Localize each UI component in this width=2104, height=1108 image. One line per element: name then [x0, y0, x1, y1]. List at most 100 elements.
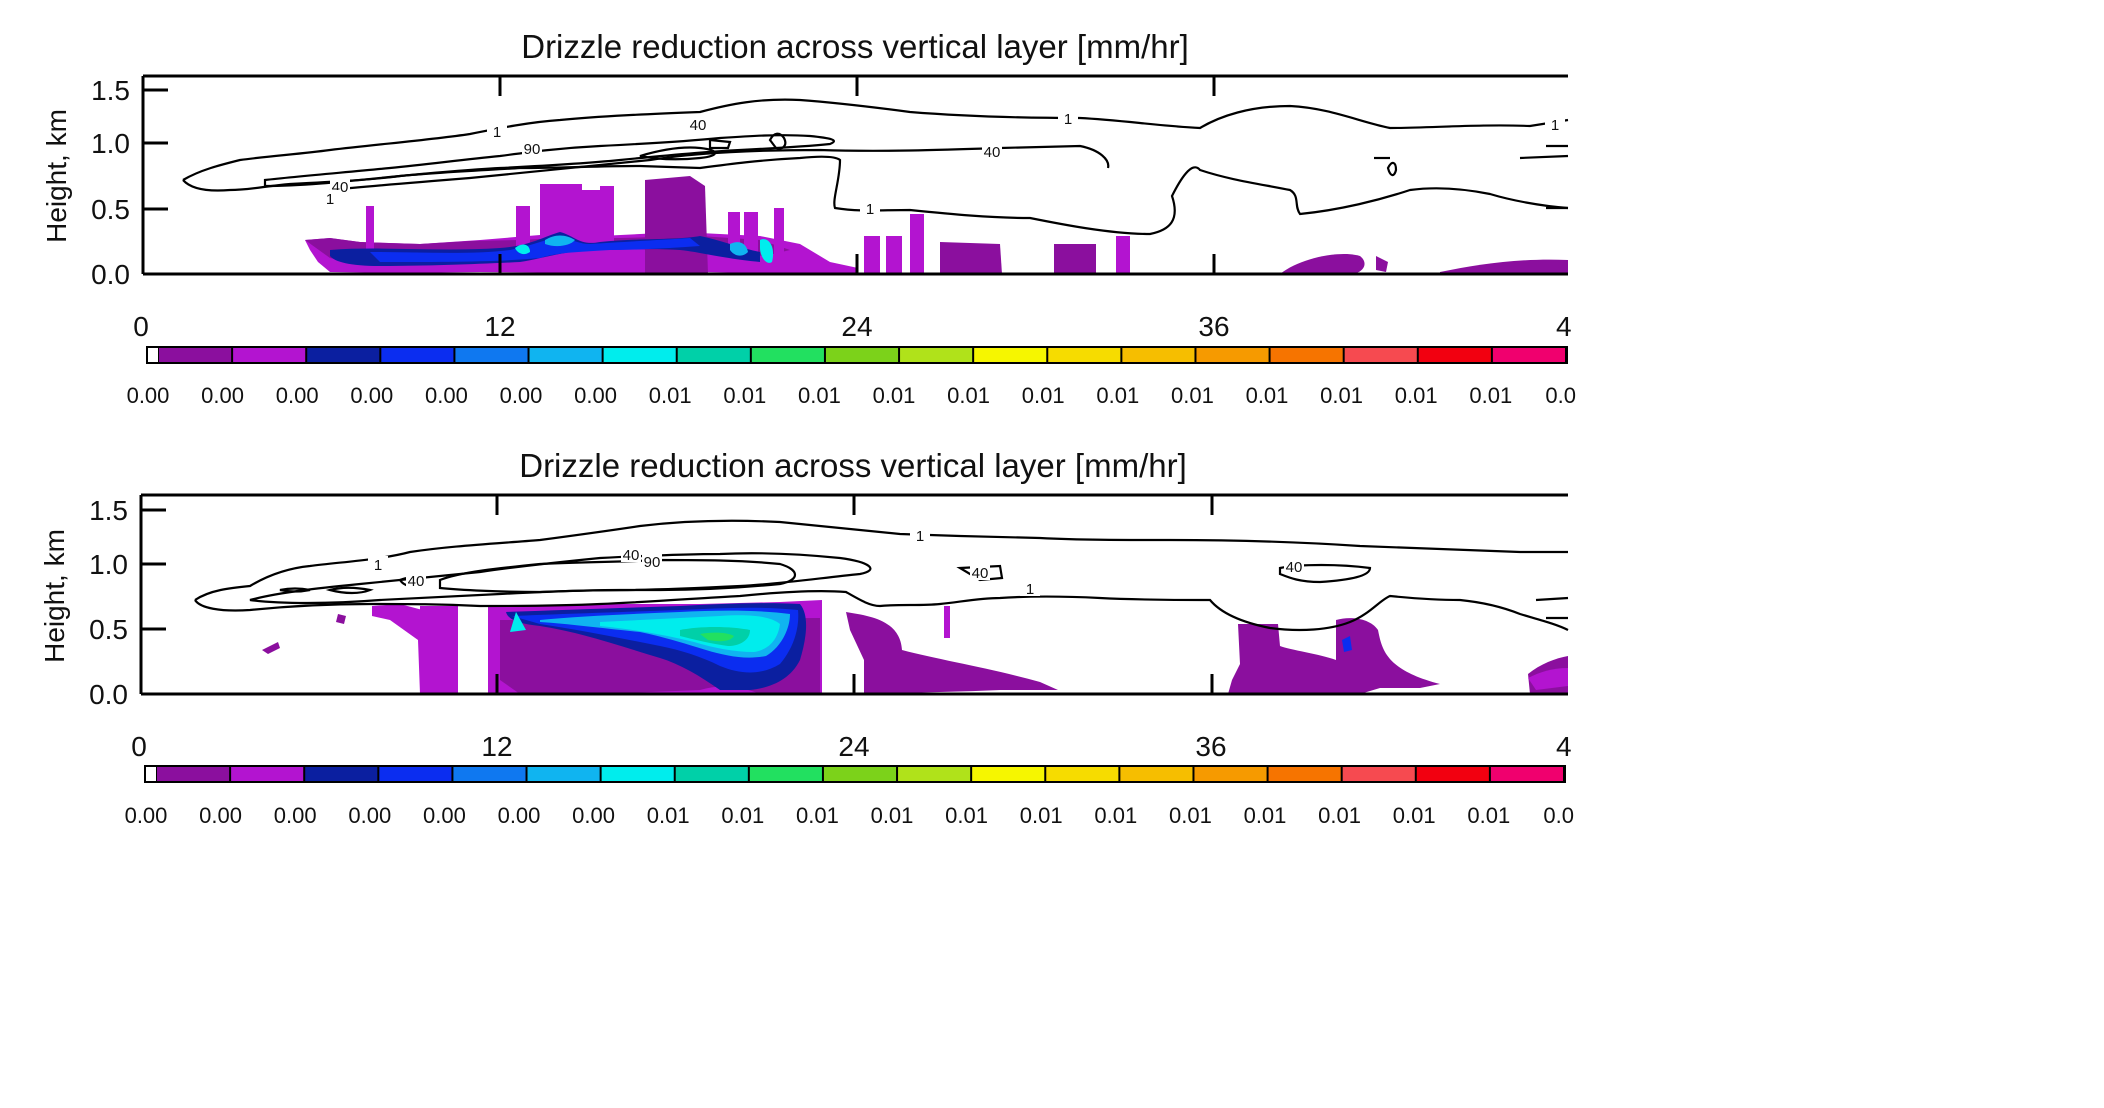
colorbar-swatch — [751, 348, 824, 362]
contour-label: 40 — [984, 144, 1001, 161]
panel-1-field — [305, 176, 1568, 274]
colorbar-label: 0.01 — [1096, 383, 1139, 408]
contour-label: 1 — [1551, 117, 1559, 134]
colorbar-swatch — [1490, 767, 1563, 781]
colorbar-label: 0.01 — [871, 803, 914, 828]
x-tick-label: 24 — [838, 731, 869, 762]
colorbar-swatch — [601, 767, 674, 781]
x-tick-label: 36 — [1195, 731, 1226, 762]
colorbar-swatch — [749, 767, 822, 781]
colorbar-swatch — [159, 348, 232, 362]
colorbar-label: 0.01 — [1393, 803, 1436, 828]
colorbar-swatch — [1342, 767, 1415, 781]
panel-1: Drizzle reduction across vertical layer … — [41, 28, 1576, 408]
colorbar-label: 0.01 — [1169, 803, 1212, 828]
colorbar-swatch — [823, 767, 897, 781]
colorbar-swatch — [231, 767, 304, 781]
colorbar-label: 0.01 — [647, 803, 690, 828]
colorbar-swatch — [1122, 348, 1195, 362]
y-tick-label: 0.5 — [89, 614, 128, 645]
panel-1-xticks-marks — [143, 76, 1216, 274]
contour-label: 1 — [916, 528, 924, 545]
contour-label-bg — [1020, 580, 1040, 596]
contour-label-bg — [910, 527, 930, 543]
colorbar-label: 0.0 — [1545, 383, 1576, 408]
contour-label-bg — [368, 556, 388, 572]
x-tick-label: 0 — [131, 731, 147, 762]
colorbar-swatch — [157, 767, 230, 781]
colorbar-swatch — [529, 348, 602, 362]
colorbar-label: 0.00 — [127, 383, 170, 408]
colorbar-label: 0.00 — [572, 803, 615, 828]
colorbar-swatch — [1418, 348, 1491, 362]
contour-label-bg — [982, 143, 1002, 159]
colorbar-swatch — [379, 767, 452, 781]
contour-label: 40 — [1286, 559, 1303, 576]
colorbar-label: 0.01 — [1467, 803, 1510, 828]
colorbar-swatch — [307, 348, 380, 362]
colorbar-swatch — [1048, 348, 1121, 362]
panel-2-colorbar-labels: 0.00 0.00 0.00 0.00 0.00 0.00 0.00 0.01 0.01 0.01… — [125, 803, 1574, 828]
x-tick-label: 0 — [133, 311, 149, 342]
y-tick-label: 1.0 — [91, 128, 130, 159]
contour-label-bg — [688, 116, 708, 132]
y-tick-label: 1.5 — [91, 75, 130, 106]
y-tick-label: 1.5 — [89, 495, 128, 526]
colorbar-label: 0.00 — [423, 803, 466, 828]
colorbar-swatch — [453, 767, 526, 781]
colorbar-swatch — [381, 348, 454, 362]
colorbar-swatch — [1196, 348, 1269, 362]
contour-label-bg — [1058, 110, 1078, 126]
contour-label: 1 — [866, 201, 874, 218]
contour-label-bg — [1545, 116, 1565, 132]
colorbar-label: 0.00 — [500, 383, 543, 408]
colorbar-label: 0.01 — [1320, 383, 1363, 408]
colorbar-label: 0.00 — [274, 803, 317, 828]
colorbar-end — [148, 348, 158, 362]
colorbar-label: 0.01 — [649, 383, 692, 408]
colorbar-swatch — [972, 767, 1045, 781]
colorbar-label: 0.01 — [721, 803, 764, 828]
contour-label-bg — [320, 190, 340, 206]
colorbar-swatch — [305, 767, 378, 781]
x-tick-label: 24 — [841, 311, 872, 342]
panel-1-yticks: 0.0 0.5 1.0 1.5 — [91, 75, 130, 290]
panel-1-xticks: 0 12 24 36 4 — [133, 311, 1571, 342]
contour-label-bg — [1284, 558, 1304, 574]
colorbar-swatch — [898, 767, 971, 781]
colorbar-label: 0.01 — [873, 383, 916, 408]
panel-1-plot-area — [141, 74, 1569, 276]
colorbar-label: 0.00 — [425, 383, 468, 408]
colorbar-swatch — [974, 348, 1047, 362]
colorbar-label: 0.00 — [498, 803, 541, 828]
panel-2-colorbar — [144, 765, 1566, 783]
panel-2: Drizzle reduction across vertical layer … — [39, 447, 1574, 828]
y-tick-label: 1.0 — [89, 549, 128, 580]
panel-1-colorbar — [146, 346, 1568, 364]
colorbar-swatch — [900, 348, 973, 362]
colorbar-swatch — [677, 348, 750, 362]
x-tick-label: 36 — [1198, 311, 1229, 342]
colorbar-label: 0.01 — [796, 803, 839, 828]
panel-1-title: Drizzle reduction across vertical layer … — [521, 28, 1189, 65]
colorbar-label: 0.0 — [1543, 803, 1574, 828]
colorbar-swatch — [1416, 767, 1489, 781]
panel-2-contours — [194, 519, 1569, 632]
contour-label: 1 — [1064, 111, 1072, 128]
contour-label: 90 — [644, 554, 661, 571]
colorbar-label: 0.01 — [1022, 383, 1065, 408]
colorbar-end — [146, 767, 156, 781]
colorbar-swatch — [1268, 767, 1341, 781]
panel-2-plot-area — [139, 493, 1569, 696]
colorbar-swatch — [233, 348, 306, 362]
y-tick-label: 0.0 — [91, 259, 130, 290]
contour-label: 40 — [408, 573, 425, 590]
colorbar-label: 0.01 — [1469, 383, 1512, 408]
contour-label-bg — [621, 546, 641, 562]
colorbar-label: 0.00 — [199, 803, 242, 828]
contour-label: 1 — [1026, 581, 1034, 598]
colorbar-label: 0.01 — [1246, 383, 1289, 408]
colorbar-swatch — [527, 767, 600, 781]
